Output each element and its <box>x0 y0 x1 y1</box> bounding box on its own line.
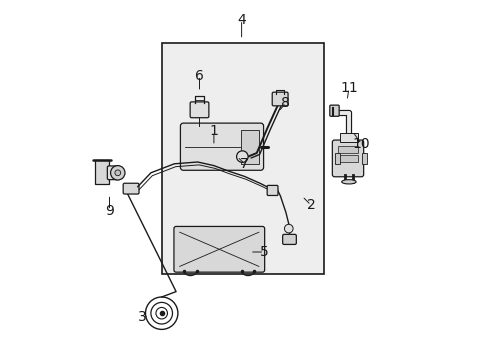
Text: 6: 6 <box>195 69 203 82</box>
Bar <box>241 130 258 164</box>
Text: 2: 2 <box>306 198 315 212</box>
FancyBboxPatch shape <box>272 92 287 106</box>
FancyBboxPatch shape <box>266 185 277 195</box>
Bar <box>337 155 357 162</box>
Bar <box>337 146 357 153</box>
FancyBboxPatch shape <box>329 105 339 116</box>
Bar <box>361 153 366 164</box>
Bar <box>162 43 323 274</box>
Bar <box>339 133 357 142</box>
Circle shape <box>236 151 247 162</box>
FancyBboxPatch shape <box>282 234 296 244</box>
FancyBboxPatch shape <box>174 226 264 272</box>
Text: 11: 11 <box>339 81 357 95</box>
Text: 8: 8 <box>281 96 290 109</box>
FancyBboxPatch shape <box>332 140 363 177</box>
Text: 5: 5 <box>260 245 268 259</box>
Circle shape <box>284 224 292 233</box>
Text: 4: 4 <box>237 13 245 27</box>
Bar <box>334 153 339 164</box>
FancyBboxPatch shape <box>190 102 208 118</box>
FancyBboxPatch shape <box>123 183 139 194</box>
Circle shape <box>115 170 121 176</box>
Bar <box>95 160 109 184</box>
Text: 1: 1 <box>209 125 218 138</box>
FancyBboxPatch shape <box>180 123 263 170</box>
Text: 7: 7 <box>240 157 248 171</box>
Text: 9: 9 <box>105 204 114 217</box>
FancyBboxPatch shape <box>107 166 119 180</box>
Circle shape <box>110 166 125 180</box>
Text: 3: 3 <box>137 310 146 324</box>
Ellipse shape <box>341 180 355 184</box>
Text: 10: 10 <box>352 137 369 151</box>
